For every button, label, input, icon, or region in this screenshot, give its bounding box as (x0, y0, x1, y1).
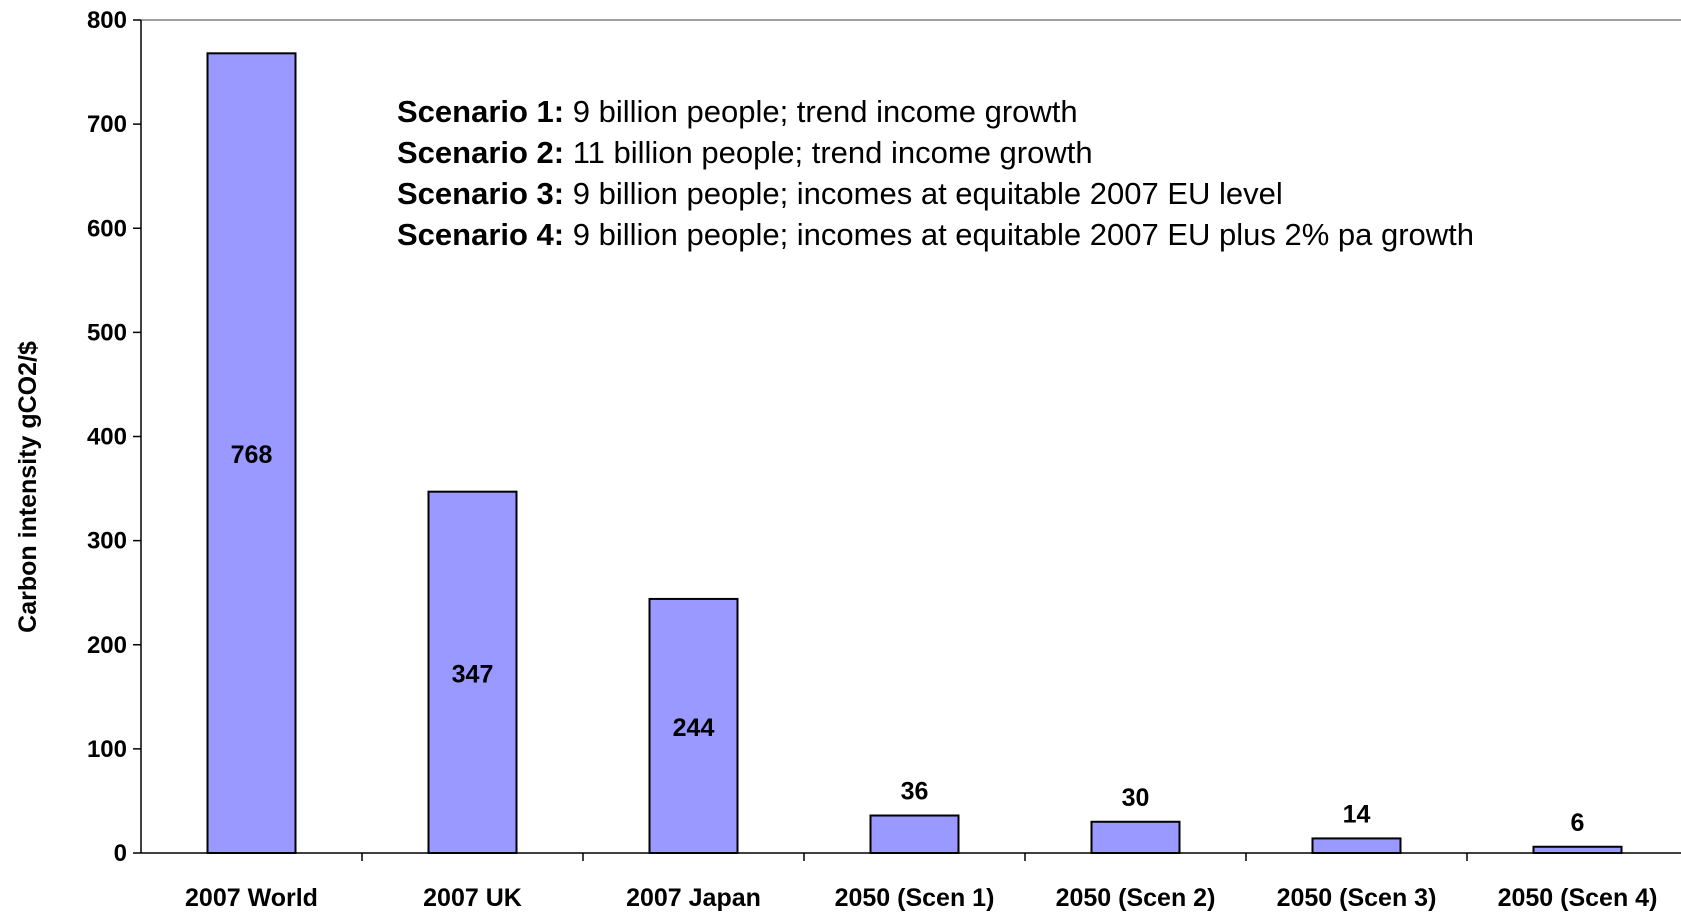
data-label: 6 (1571, 809, 1585, 837)
y-tick-label: 0 (114, 840, 127, 867)
scenario-description: 9 billion people; incomes at equitable 2… (564, 217, 1474, 252)
y-tick-label: 700 (87, 111, 127, 138)
x-tick-label: 2007 Japan (626, 884, 761, 912)
data-label: 244 (673, 714, 715, 742)
y-tick-label: 800 (87, 7, 127, 34)
scenario-annotation: Scenario 2: 11 billion people; trend inc… (397, 135, 1093, 170)
bar (1532, 845, 1623, 855)
scenario-description: 9 billion people; trend income growth (564, 94, 1078, 129)
bar (869, 814, 960, 855)
data-label: 36 (901, 778, 929, 806)
scenario-label: Scenario 3: (397, 176, 564, 211)
x-tick-label: 2050 (Scen 1) (835, 884, 995, 912)
scenario-label: Scenario 4: (397, 217, 564, 252)
data-label: 30 (1122, 784, 1150, 812)
x-tick-label: 2050 (Scen 4) (1498, 884, 1658, 912)
scenario-label: Scenario 1: (397, 94, 564, 129)
scenario-annotation: Scenario 1: 9 billion people; trend inco… (397, 94, 1078, 129)
data-label: 768 (231, 441, 273, 469)
bar (206, 52, 297, 854)
scenario-description: 11 billion people; trend income growth (564, 135, 1092, 170)
data-labels: 768 347 244 36 30 14 6 (231, 441, 1585, 837)
scenario-description: 9 billion people; incomes at equitable 2… (564, 176, 1283, 211)
x-tick-label: 2007 World (185, 884, 318, 912)
bar (427, 490, 518, 854)
y-axis: 0 100 200 300 400 500 600 700 800 (87, 7, 142, 867)
scenario-annotation: Scenario 4: 9 billion people; incomes at… (397, 217, 1474, 252)
scenario-label: Scenario 2: (397, 135, 564, 170)
y-tick-label: 300 (87, 528, 127, 555)
x-tick-label: 2050 (Scen 2) (1056, 884, 1216, 912)
y-tick-label: 600 (87, 215, 127, 242)
y-tick-label: 400 (87, 424, 127, 451)
x-tick-label: 2050 (Scen 3) (1277, 884, 1437, 912)
bar (648, 597, 739, 854)
data-label: 347 (452, 660, 494, 688)
bar (1311, 837, 1402, 854)
scenario-annotations: Scenario 1: 9 billion people; trend inco… (397, 94, 1474, 252)
bar (1090, 820, 1181, 855)
data-label: 14 (1343, 800, 1371, 828)
y-tick-label: 100 (87, 736, 127, 763)
y-tick-label: 500 (87, 319, 127, 346)
scenario-annotation: Scenario 3: 9 billion people; incomes at… (397, 176, 1283, 211)
y-axis-title: Carbon intensity gCO2/$ (14, 341, 42, 633)
bars (206, 52, 1623, 855)
x-axis: 2007 World 2007 UK 2007 Japan 2050 (Scen 1)… (141, 852, 1681, 912)
y-tick-label: 200 (87, 632, 127, 659)
x-tick-label: 2007 UK (423, 884, 522, 912)
